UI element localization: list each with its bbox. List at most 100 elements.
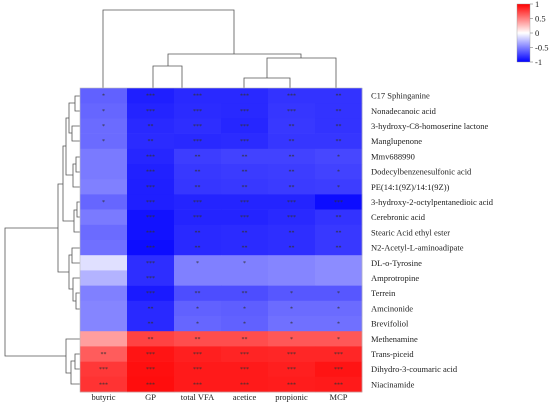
heatmap-cell [127,346,175,362]
significance-marker: * [102,109,105,115]
heatmap-cell [127,209,175,226]
significance-marker: ** [242,230,248,236]
row-label: Amprotropine [371,273,419,283]
heatmap-cell [127,300,175,317]
significance-marker: *** [193,109,202,115]
heatmap-cell [174,194,222,210]
heatmap-cell [174,164,222,180]
significance-marker: *** [240,200,249,206]
significance-marker: ** [195,170,201,176]
heatmap-cell [315,346,363,362]
heatmap-cell [221,361,269,378]
heatmap-cell [127,133,175,150]
significance-marker: *** [334,352,343,358]
heatmap-cell [268,164,316,180]
significance-marker: *** [146,154,155,160]
heatmap-cell [268,133,316,150]
significance-marker: *** [287,109,296,115]
heatmap-cell [80,103,128,119]
heatmap-cell [221,376,269,393]
heatmap-cell [315,224,363,241]
heatmap-cell [315,133,363,150]
heatmap-cell [315,164,363,180]
significance-marker: *** [146,185,155,191]
significance-marker: ** [195,230,201,236]
significance-marker: ** [289,185,295,191]
significance-marker: ** [289,124,295,130]
heatmap-cell [127,331,175,347]
significance-marker: ** [148,124,154,130]
heatmap-cell [268,103,316,119]
heatmap-cell [221,148,269,165]
significance-marker: *** [146,94,155,100]
heatmap-cell [127,240,175,256]
heatmap-cell [315,209,363,226]
heatmap-cell [80,209,128,226]
heatmap-cell [174,103,222,119]
significance-marker: *** [146,230,155,236]
significance-marker: ** [195,154,201,160]
significance-marker: *** [240,352,249,358]
heatmap-cell [315,331,363,347]
heatmap-cell [268,240,316,256]
significance-marker: ** [195,291,201,297]
legend-tick-label: 1 [535,0,539,9]
heatmap-cell [221,88,269,104]
heatmap-cell [174,285,222,302]
heatmap-cell [127,316,175,332]
heatmap-cell [80,300,128,317]
significance-marker: *** [240,94,249,100]
heatmap-cell [174,240,222,256]
significance-marker: *** [287,352,296,358]
heatmap-cell [221,270,269,286]
column-label: GP [145,392,156,402]
heatmap-cell [315,316,363,332]
significance-marker: *** [146,352,155,358]
significance-marker: ** [148,306,154,312]
significance-marker: *** [193,94,202,100]
column-dendrogram [102,9,337,88]
heatmap-cell [80,346,128,362]
heatmap-cell [174,179,222,195]
heatmap-cell [268,255,316,271]
heatmap-cell [268,285,316,302]
heatmap-cell [268,194,316,210]
heatmap-cell [315,285,363,302]
significance-marker: ** [336,246,342,252]
significance-marker: ** [289,139,295,145]
heatmap-cell [80,361,128,378]
heatmap-cell [268,209,316,226]
significance-marker: * [290,306,293,312]
heatmap-cell [315,88,363,104]
significance-marker: ** [289,154,295,160]
heatmap-cell [315,270,363,286]
heatmap-cell [221,224,269,241]
heatmap-cell [127,88,175,104]
significance-marker: * [196,306,199,312]
significance-marker: * [337,170,340,176]
legend-ticks: 1 0.5 0 -0.5 -1 [530,0,548,67]
heatmap-cell [174,300,222,317]
significance-marker: ** [289,246,295,252]
significance-marker: * [102,94,105,100]
significance-marker: *** [146,382,155,388]
significance-marker: * [290,291,293,297]
heatmap-cell [268,118,316,134]
significance-marker: ** [336,109,342,115]
row-label: Dodecylbenzenesulfonic acid [371,167,472,177]
heatmap-cell [127,118,175,134]
heatmap-cell [315,194,363,210]
heatmap-cell [174,361,222,378]
significance-marker: ** [242,246,248,252]
legend-color-bar [516,3,531,63]
row-label: Amcinonide [371,303,413,313]
significance-marker: *** [146,276,155,282]
significance-marker: * [337,291,340,297]
significance-marker: ** [336,215,342,221]
significance-marker: *** [193,215,202,221]
heatmap-cell [80,194,128,210]
heatmap-cell [174,133,222,150]
heatmap-cell [80,270,128,286]
row-label: DL-o-Tyrosine [371,258,422,268]
